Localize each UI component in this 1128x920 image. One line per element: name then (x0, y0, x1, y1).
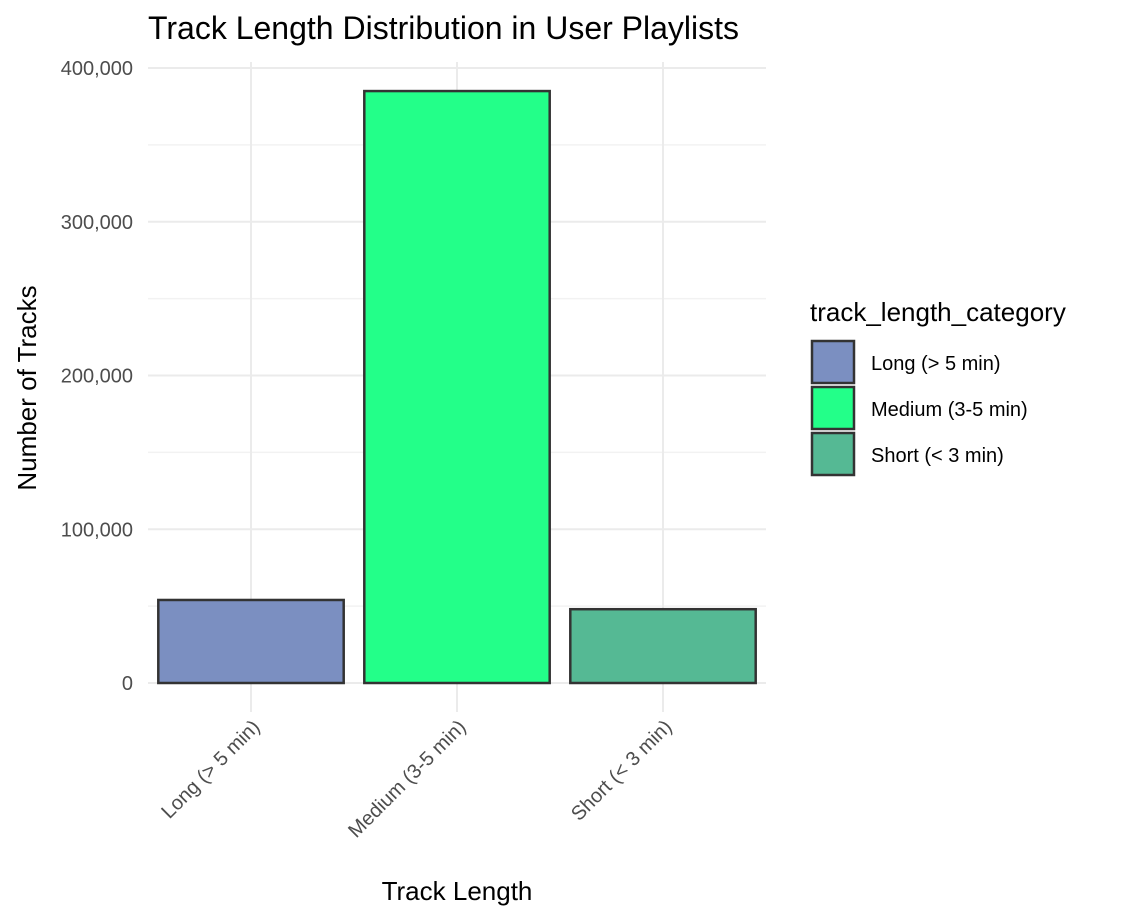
y-axis-title: Number of Tracks (12, 285, 42, 490)
legend-label: Medium (3-5 min) (871, 399, 1028, 421)
chart-title: Track Length Distribution in User Playli… (148, 10, 739, 46)
legend-label: Long (> 5 min) (871, 353, 1001, 375)
y-axis-ticks: 0 100,000 200,000 300,000 400,000 (61, 58, 133, 695)
x-axis-title: Track Length (382, 876, 533, 906)
legend-key-2 (810, 385, 856, 431)
x-tick-label: Medium (3-5 min) (344, 716, 470, 842)
y-tick-label: 200,000 (61, 366, 133, 388)
x-tick-label: Long (> 5 min) (157, 716, 264, 823)
x-tick-label: Short (< 3 min) (567, 716, 676, 825)
legend-key-3 (810, 431, 856, 477)
legend-key-1 (810, 339, 856, 385)
y-tick-label: 100,000 (61, 519, 133, 541)
x-axis-ticks: Long (> 5 min) Medium (3-5 min) Short (< 3… (157, 716, 676, 842)
y-tick-label: 0 (122, 673, 133, 695)
y-tick-label: 300,000 (61, 212, 133, 234)
bar-3 (569, 607, 757, 685)
bar-2 (363, 89, 551, 685)
bars (157, 89, 757, 685)
legend-title: track_length_category (810, 297, 1066, 327)
legend-label: Short (< 3 min) (871, 445, 1004, 467)
bar-1 (157, 598, 345, 685)
y-tick-label: 400,000 (61, 58, 133, 80)
legend: track_length_category Long (> 5 min) Medi… (810, 297, 1066, 477)
